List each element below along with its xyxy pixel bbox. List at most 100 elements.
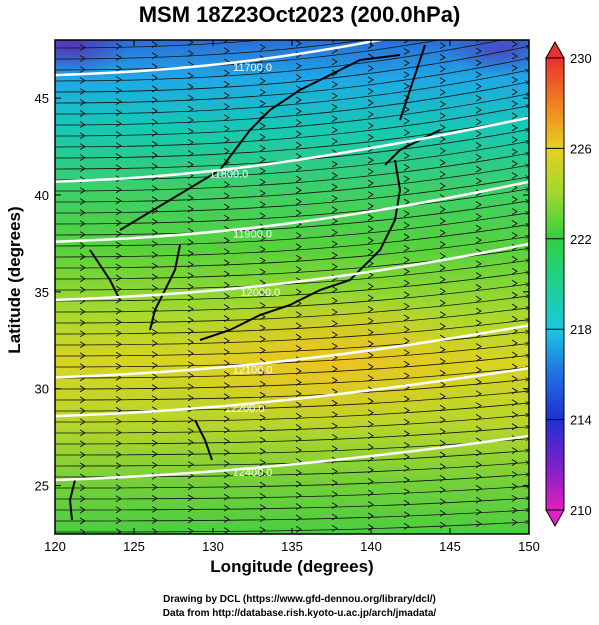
flow-arrow (439, 65, 446, 73)
flow-arrow (295, 424, 302, 431)
flow-arrow (439, 486, 446, 494)
flow-arrow (403, 511, 410, 519)
flow-arrow (331, 285, 338, 293)
flow-arrow (115, 318, 122, 326)
streamline (55, 450, 529, 467)
wind-streamlines (55, 5, 529, 534)
colorbar-ticks: 210 214 218 222 226 230 (546, 51, 592, 518)
flow-arrow (403, 349, 410, 357)
flow-arrow (511, 100, 518, 108)
flow-arrow (367, 501, 374, 508)
flow-arrow (295, 333, 302, 341)
flow-arrow (475, 461, 482, 469)
streamline (55, 439, 529, 456)
streamline (55, 201, 529, 236)
flow-arrow (511, 136, 518, 144)
flow-arrow (512, 5, 517, 11)
temperature-shading (55, 40, 529, 534)
colorbar-tick-label: 226 (570, 141, 592, 156)
flow-arrow (151, 185, 158, 192)
flow-arrow (79, 198, 86, 206)
flow-arrow (259, 403, 266, 410)
flow-arrow (475, 449, 482, 457)
flow-arrow (79, 165, 86, 172)
flow-arrow (187, 338, 194, 346)
x-tick-label: 120 (44, 539, 66, 554)
flow-arrow (511, 495, 518, 502)
streamline (55, 94, 529, 137)
contour-line (55, 242, 529, 302)
flow-arrow (151, 483, 158, 491)
flow-arrow (511, 351, 518, 359)
flow-arrow (151, 494, 158, 502)
flow-arrow (223, 47, 230, 55)
flow-arrow (223, 170, 230, 177)
flow-arrow (259, 425, 266, 433)
flow-arrow (259, 492, 266, 500)
flow-arrow (439, 205, 446, 213)
flow-arrow (151, 129, 158, 137)
flow-arrow (259, 335, 266, 343)
flow-arrow (187, 372, 194, 380)
flow-arrow (511, 447, 518, 454)
streamline (55, 40, 267, 49)
flow-arrow (259, 43, 266, 51)
flow-arrow (295, 378, 302, 386)
flow-arrow (439, 311, 446, 318)
flow-arrow (259, 100, 266, 107)
flow-arrow (79, 143, 86, 150)
streamline (55, 189, 529, 225)
streamline (55, 427, 529, 445)
flow-arrow (259, 302, 266, 309)
flow-arrow (511, 411, 518, 419)
flow-arrow (439, 463, 446, 471)
flow-arrow (187, 83, 194, 91)
flow-arrow (223, 214, 230, 222)
flow-arrow (79, 187, 86, 195)
flow-arrow (331, 513, 338, 521)
flow-arrow (475, 414, 482, 421)
flow-arrow (439, 381, 446, 389)
flow-arrow (331, 479, 338, 487)
flow-arrow (295, 367, 302, 375)
flow-arrow (295, 480, 302, 488)
flow-arrow (295, 491, 302, 499)
flow-arrow (403, 326, 410, 333)
flow-arrow (259, 324, 266, 332)
flow-arrow (403, 129, 410, 136)
flow-arrow (79, 517, 86, 525)
flow-arrow (331, 445, 338, 453)
colorbar-tick-label: 210 (570, 503, 592, 518)
streamline (55, 332, 529, 357)
flow-arrow (115, 440, 122, 447)
flow-arrow (151, 384, 158, 392)
flow-arrow (511, 399, 518, 407)
flow-arrow (259, 189, 266, 197)
flow-arrow (331, 240, 338, 248)
flow-arrow (187, 272, 194, 280)
flow-arrow (439, 451, 446, 459)
flow-arrow (223, 69, 230, 77)
flow-arrow (511, 208, 518, 215)
flow-arrow (475, 153, 482, 161)
streamline (55, 343, 529, 368)
flow-arrow (403, 407, 410, 414)
flow-arrow (439, 357, 446, 365)
flow-arrow (79, 440, 86, 448)
flow-arrow (79, 484, 86, 492)
flow-arrow (151, 74, 158, 82)
flow-arrow (259, 436, 266, 444)
flow-arrow (331, 433, 338, 441)
flow-arrow (367, 168, 374, 176)
flow-arrow (403, 48, 410, 55)
flow-arrow (439, 159, 446, 166)
flow-arrow (187, 50, 194, 57)
contour-label: 11800.0 (209, 169, 248, 181)
flow-arrow (259, 448, 266, 455)
streamline (55, 177, 529, 214)
flow-arrow (79, 385, 86, 393)
flow-arrow (79, 242, 86, 250)
flow-arrow (79, 495, 86, 503)
flow-arrow (367, 65, 374, 72)
flow-arrow (151, 506, 158, 513)
